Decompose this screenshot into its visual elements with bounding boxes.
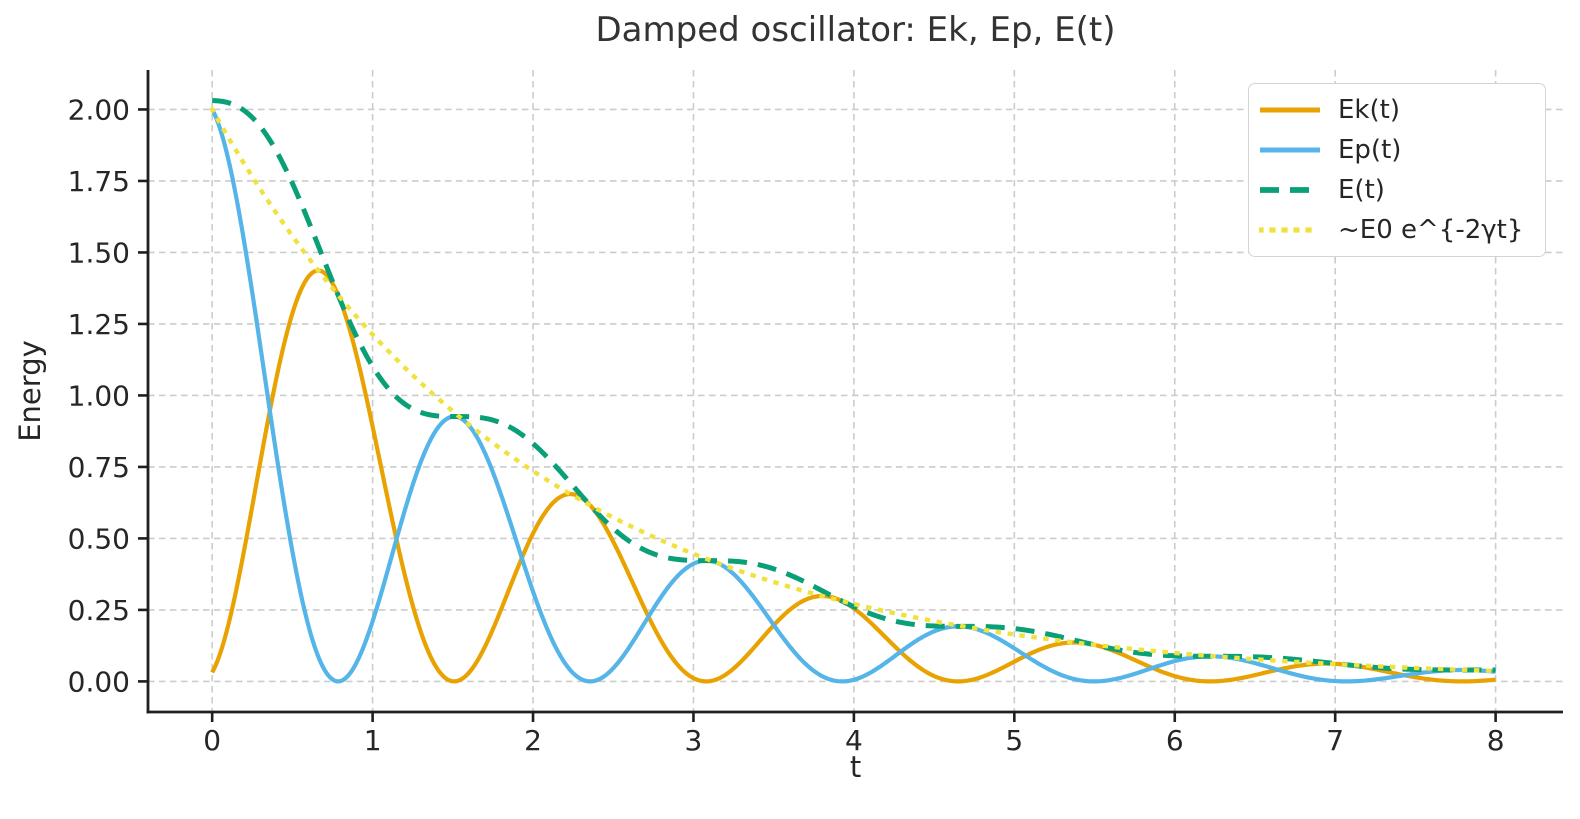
series-total-curve — [211, 98, 1497, 673]
legend-line-sample-potential — [1260, 147, 1320, 153]
legend: Ek(t) Ep(t) E(t) ~E0 e^{-2γt} — [1248, 83, 1546, 257]
y-tick-label: 0.50 — [68, 522, 130, 555]
x-tick-label: 1 — [364, 724, 382, 757]
x-tick-label: 2 — [524, 724, 542, 757]
y-tick-label: 0.75 — [68, 451, 130, 484]
x-tick-label: 8 — [1487, 724, 1505, 757]
legend-item-envelope: ~E0 e^{-2γt} — [1259, 215, 1539, 245]
legend-item-kinetic: Ek(t) — [1259, 95, 1539, 125]
y-tick-label: 1.00 — [68, 379, 130, 412]
x-axis-label: t — [849, 750, 862, 784]
legend-line-sample-kinetic — [1260, 107, 1320, 113]
y-axis-label: Energy — [13, 340, 47, 442]
legend-line-sample-envelope — [1259, 227, 1321, 233]
chart-title: Damped oscillator: Ek, Ep, E(t) — [595, 10, 1116, 50]
legend-item-potential: Ep(t) — [1259, 135, 1539, 165]
x-tick-label: 5 — [1005, 724, 1023, 757]
y-tick-label: 0.00 — [68, 665, 130, 698]
legend-label-envelope: ~E0 e^{-2γt} — [1338, 215, 1524, 245]
x-tick-label: 6 — [1166, 724, 1184, 757]
x-tick-label: 0 — [203, 724, 221, 757]
series-potential-curve — [210, 108, 1496, 684]
x-tick-label: 7 — [1326, 724, 1344, 757]
x-tick-label: 3 — [685, 724, 703, 757]
y-tick-label: 2.00 — [68, 93, 130, 126]
y-tick-label: 1.50 — [68, 236, 130, 269]
series-kinetic-curve — [210, 268, 1496, 684]
legend-line-sample-total — [1260, 187, 1320, 193]
legend-label-total: E(t) — [1338, 175, 1385, 205]
x-tick-label: 4 — [845, 724, 863, 757]
y-tick-label: 1.75 — [68, 165, 130, 198]
y-tick-label: 0.25 — [68, 594, 130, 627]
legend-item-total: E(t) — [1259, 175, 1539, 205]
legend-label-kinetic: Ek(t) — [1338, 95, 1400, 125]
legend-label-potential: Ep(t) — [1338, 135, 1402, 165]
y-tick-label: 1.25 — [68, 308, 130, 341]
